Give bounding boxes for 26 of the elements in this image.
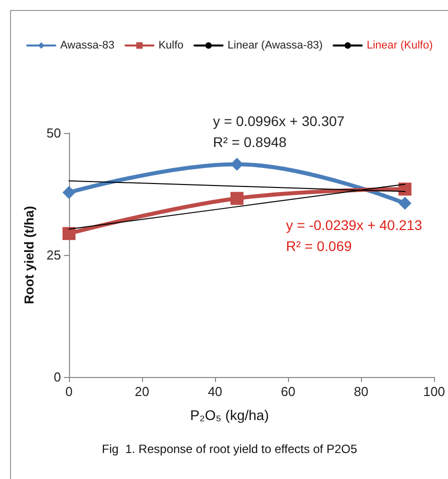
annotation: R² = 0.069 — [286, 238, 352, 254]
legend-label: Linear (Awassa-83) — [228, 40, 323, 52]
annotation: y = -0.0239x + 40.213 — [286, 217, 422, 233]
point — [230, 158, 244, 171]
text: y = 0.0996x + 30.307 — [213, 113, 345, 129]
x-tick-label: 40 — [208, 384, 222, 399]
x-tick-label: 80 — [354, 384, 368, 399]
y-tick-label: 25 — [46, 248, 61, 262]
x-tick-label: 0 — [65, 384, 73, 399]
y-tick-label: 50 — [46, 126, 61, 140]
x-tick-label: 20 — [134, 384, 150, 399]
point — [398, 196, 412, 210]
x-axis-title: P₂O₅ (kg/ha) — [190, 407, 269, 423]
point — [398, 182, 412, 196]
x-tick-label: 100 — [423, 384, 446, 399]
x-tick-label: 60 — [280, 384, 296, 399]
y-axis-title: Root yield (t/ha) — [22, 206, 37, 304]
y-tick-label: 0 — [54, 370, 61, 384]
legend-label: Kulfo — [158, 40, 184, 52]
point — [62, 186, 76, 200]
legend-label: Awassa-83 — [60, 40, 114, 52]
annotation: R² = 0.8948 — [213, 134, 287, 150]
point — [230, 192, 244, 205]
text: Fig 1. Response of root yield to effects of P2O5 — [102, 442, 358, 456]
legend-label: Linear (Kulfo) — [366, 40, 433, 52]
point — [62, 227, 76, 240]
